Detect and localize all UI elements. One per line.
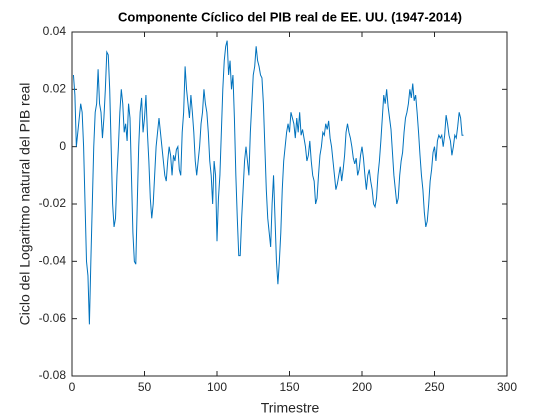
y-tick-label: -0.06 [39,311,67,325]
y-tick-label: -0.02 [39,196,67,210]
x-tick-label: 200 [352,380,372,394]
y-axis-label: Ciclo del Logaritmo natural del PIB real [17,83,33,326]
y-tick-label: 0.04 [43,24,67,38]
x-tick-label: 250 [424,380,444,394]
x-tick-label: 100 [207,380,227,394]
x-tick-label: 50 [138,380,152,394]
x-tick-label: 150 [279,380,299,394]
plot-frame [71,31,508,377]
x-axis-label: Trimestre [261,400,320,416]
y-tick-label: -0.08 [39,368,67,382]
chart-title: Componente Cíclico del PIB real de EE. U… [118,9,462,24]
y-tick-label: -0.04 [39,254,67,268]
y-tick-label: 0 [59,139,66,153]
x-tick-label: 0 [69,380,76,394]
y-tick-label: 0.02 [43,82,67,96]
x-tick-label: 300 [497,380,517,394]
data-line [72,40,464,325]
